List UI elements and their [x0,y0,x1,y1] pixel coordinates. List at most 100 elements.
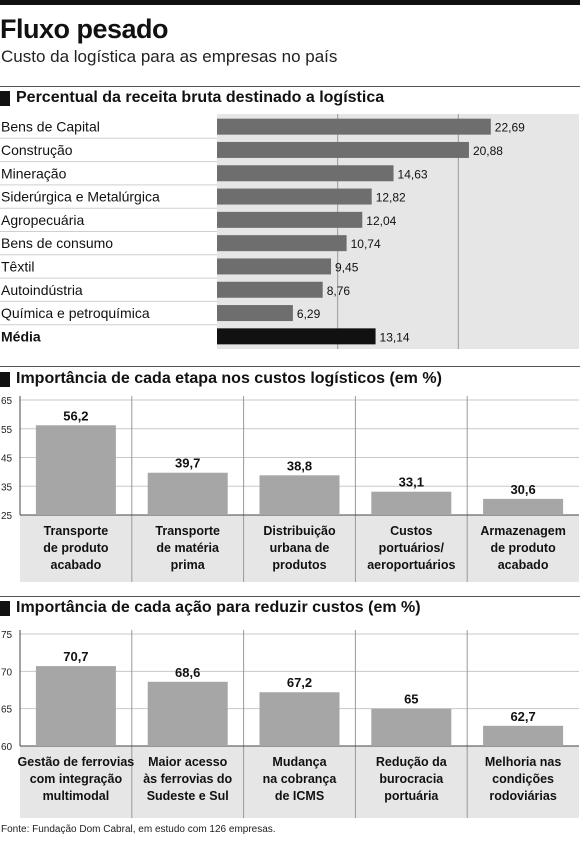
category-label: Média [1,328,41,344]
bar [371,708,452,746]
section-rule [0,86,580,87]
category-label: Mudança [272,755,327,769]
bar [217,235,347,252]
category-label: burocracia [379,772,444,786]
y-tick-label: 25 [1,511,13,522]
bar [217,305,293,322]
category-label: Gestão de ferrovias [18,755,135,769]
value-label: 38,8 [287,458,312,473]
category-label: condições [492,772,554,786]
section-heading-3: Importância de cada ação para reduzir cu… [0,598,421,618]
category-label: às ferrovias do [143,772,232,786]
value-label: 9,45 [335,260,359,274]
bar [35,425,116,515]
category-label: portuária [384,789,439,803]
square-bullet-icon [0,371,10,387]
chart-column-actions: 60 65 70 75 70,7 Gestão de ferrovias com integ… [1,630,579,818]
square-bullet-icon [0,600,10,616]
y-tick-label: 55 [1,425,13,436]
top-rule [0,0,580,5]
y-tick-label: 65 [1,705,13,716]
chart-1-title: Percentual da receita bruta destinado a … [16,89,385,106]
category-label: acabado [498,558,549,572]
value-label: 6,29 [297,307,321,321]
category-label: aeroportuários [367,558,455,572]
category-label: Bens de Capital [1,119,100,135]
bar [259,692,340,746]
value-label: 65 [404,692,418,707]
category-label: Distribuição [263,524,336,538]
category-label: com integração [30,772,123,786]
value-label: 8,76 [327,284,351,298]
value-label: 12,82 [376,191,406,205]
category-label: Agropecuária [1,212,84,228]
bar [371,491,452,515]
bar [147,681,228,746]
section-heading-2: Importância de cada etapa nos custos log… [0,369,442,389]
category-label: urbana de [270,541,330,555]
section-rule [0,596,580,597]
category-label: Maior acesso [148,755,228,769]
section-heading-1: Percentual da receita bruta destinado a … [0,88,384,108]
y-tick-label: 65 [1,396,13,407]
bar [483,725,564,746]
chart-2-title: Importância de cada etapa nos custos log… [16,370,442,387]
bar [217,165,394,182]
category-label: Redução da [376,755,448,769]
category-label: Melhoria nas [485,755,561,769]
category-label: Química e petroquímica [1,305,150,321]
y-tick-label: 75 [1,630,13,641]
bar [217,118,491,135]
category-label: Bens de consumo [1,235,113,251]
square-bullet-icon [0,90,10,106]
category-label: de produto [490,541,556,555]
category-label: multimodal [43,789,110,803]
bar [259,475,340,515]
y-tick-label: 60 [1,742,13,753]
category-label: Mineração [1,165,67,181]
bar [217,211,363,228]
bar [147,472,228,515]
bar [217,328,376,345]
value-label: 30,6 [510,482,535,497]
value-label: 13,14 [380,330,410,344]
value-label: 12,04 [366,214,396,228]
category-label: Siderúrgica e Metalúrgica [1,189,160,205]
category-label: Armazenagem [480,524,565,538]
source-note: Fonte: Fundação Dom Cabral, em estudo co… [1,824,276,835]
value-label: 62,7 [510,709,535,724]
value-label: 20,88 [473,144,503,158]
chart-3-title: Importância de cada ação para reduzir cu… [16,599,421,616]
bar [217,258,332,275]
category-label: de ICMS [275,789,324,803]
bar [483,498,564,515]
page-title: Fluxo pesado [0,14,169,44]
y-tick-label: 45 [1,454,13,465]
category-label: Têxtil [1,258,34,274]
value-label: 33,1 [399,475,424,490]
category-label: Sudeste e Sul [147,789,229,803]
category-label: acabado [51,558,102,572]
category-label: produtos [272,558,326,572]
y-tick-label: 70 [1,667,13,678]
category-label: Transporte [155,524,220,538]
value-label: 10,74 [351,237,381,251]
value-label: 14,63 [398,167,428,181]
bar [35,666,116,746]
value-label: 67,2 [287,675,312,690]
category-label: Autoindústria [1,282,83,298]
chart-horizontal-bars: Bens de Capital 22,69 Construção 20,88 Miner… [0,114,579,349]
value-label: 22,69 [495,121,525,135]
category-label: de produto [43,541,109,555]
chart-column-stages: 25 35 45 55 65 56,2 Transporte de produto acabad… [1,396,579,582]
category-label: rodoviárias [489,789,556,803]
y-tick-label: 35 [1,482,13,493]
value-label: 70,7 [63,649,88,664]
category-label: Construção [1,142,73,158]
value-label: 56,2 [63,408,88,423]
category-label: prima [171,558,206,572]
category-label: na cobrança [263,772,338,786]
category-label: Transporte [44,524,109,538]
bar [217,141,469,158]
page-subtitle: Custo da logística para as empresas no p… [1,47,338,66]
